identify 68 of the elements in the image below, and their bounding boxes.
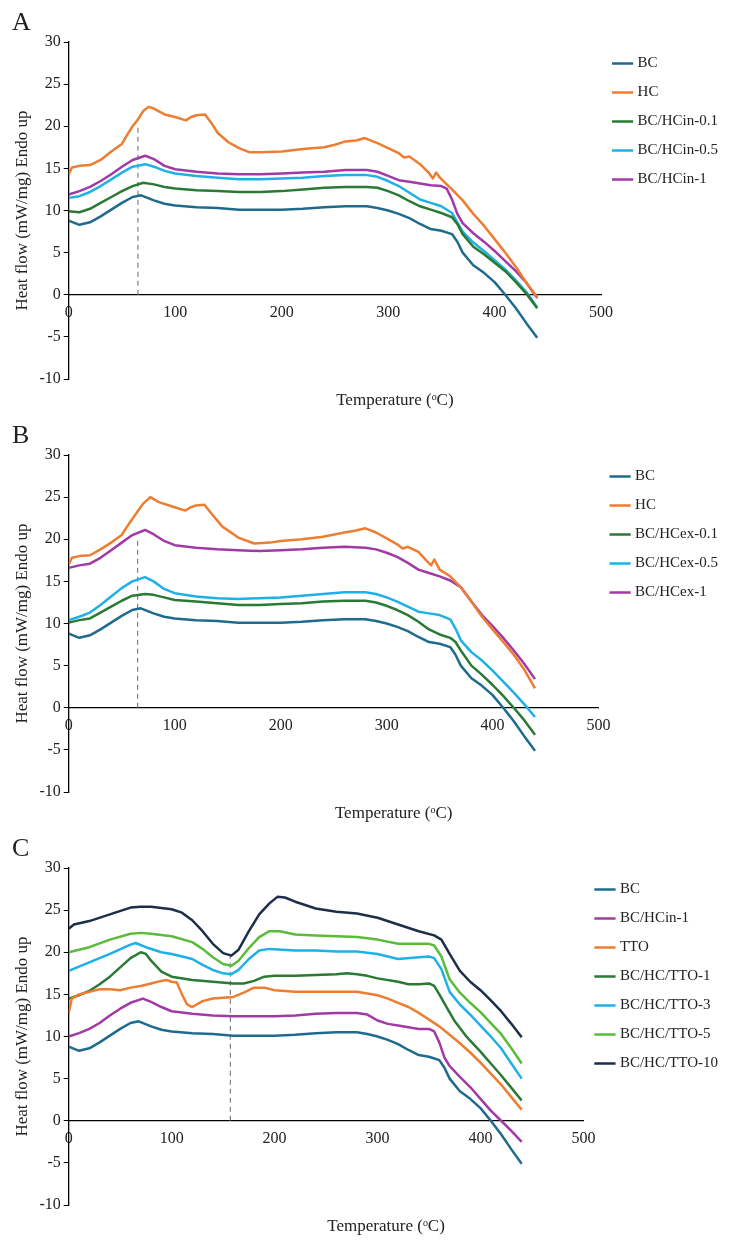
chart-title: C — [12, 832, 30, 862]
chart-title: B — [12, 419, 30, 449]
legend-label: BC/HCex-1 — [635, 583, 707, 600]
x-tick-label: 500 — [571, 1128, 596, 1146]
y-tick-label: 25 — [44, 487, 61, 505]
x-tick-label: 100 — [162, 715, 187, 733]
x-axis-title: Temperature (ᵒC) — [336, 389, 454, 409]
legend-label: BC/HCin-1 — [619, 909, 690, 926]
y-tick-label: -10 — [39, 369, 61, 387]
y-tick-label: 20 — [44, 116, 61, 134]
x-tick-label: 100 — [163, 302, 188, 320]
y-tick-label: 20 — [44, 529, 61, 547]
y-tick-label: -5 — [47, 1153, 61, 1171]
y-tick-label: 10 — [44, 200, 61, 218]
x-tick-label: 100 — [159, 1128, 184, 1146]
chart-title: A — [12, 6, 31, 36]
legend-label: TTO — [619, 938, 649, 955]
y-tick-label: 15 — [44, 158, 61, 176]
x-tick-label: 300 — [376, 302, 401, 320]
legend-label: BC/HCex-0.1 — [635, 525, 718, 542]
legend-label: BC/HC/TTO-5 — [619, 1025, 711, 1042]
legend-label: BC/HCin-0.5 — [637, 141, 719, 158]
y-tick-label: 5 — [52, 242, 61, 260]
legend-label: BC/HC/TTO-1 — [619, 967, 711, 984]
y-tick-label: 0 — [52, 697, 61, 715]
legend-label: BC — [619, 880, 640, 897]
legend-label: BC — [637, 54, 658, 71]
legend-label: BC/HC/TTO-10 — [619, 1054, 719, 1071]
x-tick-label: 400 — [482, 302, 507, 320]
y-tick-label: 10 — [44, 613, 61, 631]
x-tick-label: 200 — [268, 715, 293, 733]
x-tick-label: 200 — [269, 302, 294, 320]
x-axis-title: Temperature (ᵒC) — [327, 1215, 445, 1235]
x-axis-title: Temperature (ᵒC) — [334, 802, 453, 822]
y-tick-label: 15 — [44, 984, 61, 1002]
y-tick-label: 30 — [44, 445, 61, 463]
legend-label: BC/HCex-0.5 — [635, 554, 718, 571]
y-tick-label: 0 — [52, 1110, 61, 1128]
y-tick-label: 30 — [44, 32, 61, 50]
legend-label: BC/HC/TTO-3 — [619, 996, 711, 1013]
y-tick-label: 30 — [44, 858, 61, 876]
legend-label: BC — [635, 467, 656, 484]
legend-label: BC/HCin-0.1 — [637, 112, 719, 129]
y-axis-title: Heat flow (mW/mg) Endo up — [11, 523, 31, 724]
y-tick-label: 15 — [44, 571, 61, 589]
x-tick-label: 200 — [262, 1128, 287, 1146]
y-axis-title: Heat flow (mW/mg) Endo up — [11, 110, 31, 311]
x-tick-label: 300 — [374, 715, 399, 733]
y-tick-label: 0 — [52, 284, 61, 302]
y-tick-label: 25 — [44, 900, 61, 918]
x-tick-label: 300 — [365, 1128, 390, 1146]
legend-label: HC — [635, 496, 656, 513]
x-tick-label: 500 — [589, 302, 614, 320]
y-tick-label: -10 — [39, 782, 61, 800]
x-tick-label: 500 — [586, 715, 611, 733]
y-tick-label: 20 — [44, 942, 61, 960]
y-tick-label: 5 — [52, 655, 61, 673]
y-tick-label: 25 — [44, 74, 61, 92]
y-tick-label: -10 — [39, 1195, 61, 1213]
y-tick-label: -5 — [47, 740, 61, 758]
y-tick-label: 10 — [44, 1026, 61, 1044]
x-tick-label: 400 — [468, 1128, 493, 1146]
x-tick-label: 400 — [480, 715, 505, 733]
y-axis-title: Heat flow (mW/mg) Endo up — [11, 936, 31, 1137]
legend-label: BC/HCin-1 — [637, 170, 707, 187]
legend-label: HC — [637, 83, 659, 100]
y-tick-label: 5 — [52, 1068, 61, 1086]
y-tick-label: -5 — [47, 327, 61, 345]
